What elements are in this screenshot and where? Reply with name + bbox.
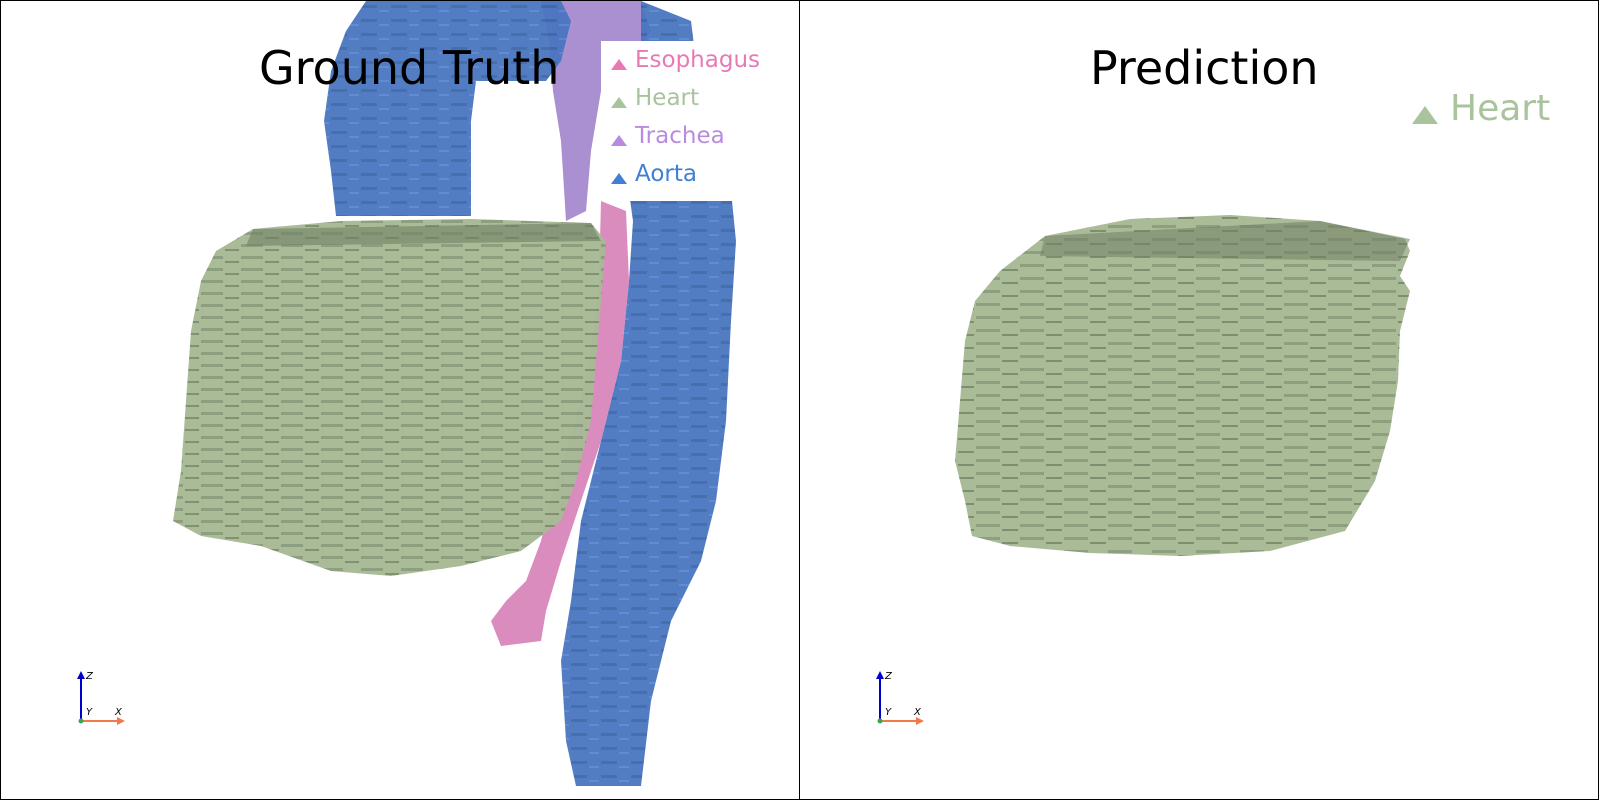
esophagus-mesh (491, 201, 629, 646)
legend-item-heart: Heart (1412, 88, 1550, 129)
legend-label: Trachea (635, 123, 725, 149)
ground-truth-title: Ground Truth (259, 41, 560, 95)
y-axis-label: Y (885, 707, 892, 718)
prediction-panel: Prediction Heart Z Y X (799, 0, 1599, 800)
aorta-triangle-icon (611, 172, 627, 184)
heart-mesh (173, 219, 606, 576)
legend-item-aorta: Aorta (611, 159, 697, 189)
ground-truth-legend: Esophagus Heart Trachea Aorta (601, 41, 760, 201)
legend-item-trachea: Trachea (611, 121, 725, 151)
legend-label: Esophagus (635, 47, 761, 73)
legend-item-heart: Heart (611, 83, 699, 113)
legend-item-esophagus: Esophagus (611, 45, 760, 75)
predicted-heart-mesh (955, 215, 1410, 556)
z-axis-label: Z (884, 671, 893, 682)
orientation-axes-icon: Z Y X (77, 671, 125, 725)
prediction-legend: Heart (1412, 88, 1592, 143)
legend-label: Aorta (635, 161, 697, 187)
y-axis-label: Y (86, 707, 93, 718)
prediction-render (955, 215, 1410, 556)
legend-label: Heart (635, 85, 700, 111)
orientation-axes-icon: Z Y X (876, 671, 924, 725)
legend-label: Heart (1450, 87, 1551, 129)
z-axis-label: Z (85, 671, 94, 682)
aorta-arch-mesh (324, 1, 571, 216)
heart-triangle-icon (611, 96, 627, 108)
esophagus-triangle-icon (611, 58, 627, 70)
prediction-title: Prediction (1090, 41, 1319, 95)
ground-truth-panel: Ground Truth Esophagus Heart Trachea Aor… (0, 0, 800, 800)
x-axis-label: X (114, 707, 123, 718)
heart-triangle-icon (1412, 106, 1438, 124)
trachea-triangle-icon (611, 134, 627, 146)
x-axis-label: X (913, 707, 922, 718)
